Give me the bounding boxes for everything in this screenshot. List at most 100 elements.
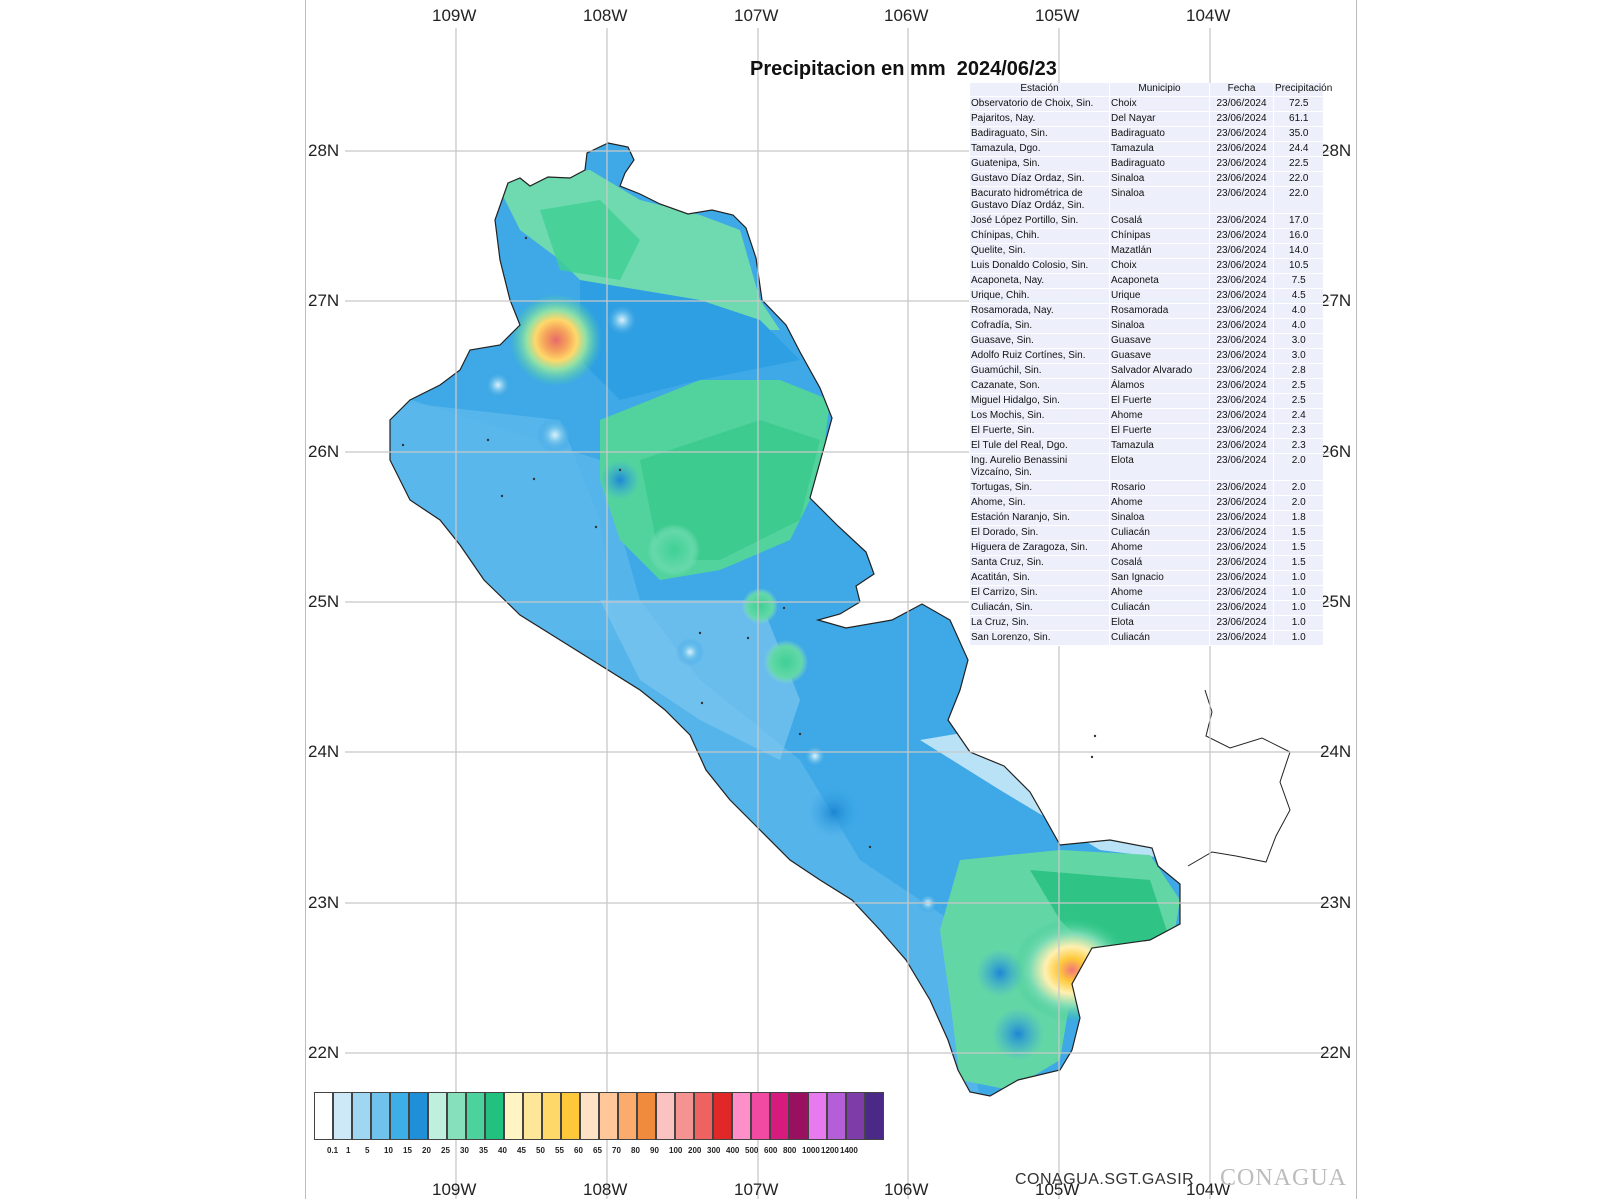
precipitation-value-cell: 2.5 (1273, 378, 1324, 394)
lon-label-bottom: 108W (583, 1180, 628, 1199)
municipio-cell: Culiacán (1109, 630, 1210, 646)
lat-label-right: 27N (1320, 291, 1352, 310)
fecha-cell: 23/06/2024 (1209, 111, 1274, 127)
fecha-cell: 23/06/2024 (1209, 288, 1274, 304)
lat-label-right: 26N (1320, 442, 1352, 461)
station-name-cell: El Carrizo, Sin. (969, 585, 1110, 601)
legend-swatch (333, 1092, 352, 1140)
neighbor-boundary (1187, 689, 1291, 867)
table-row: Pajaritos, Nay. Del Nayar 23/06/2024 61.1 (969, 111, 1324, 127)
municipio-cell: Tamazula (1109, 141, 1210, 157)
legend-tick-label: 600 (764, 1146, 778, 1155)
legend-swatch (675, 1092, 694, 1140)
legend-swatch (580, 1092, 599, 1140)
fecha-cell: 23/06/2024 (1209, 171, 1274, 187)
fecha-cell: 23/06/2024 (1209, 438, 1274, 454)
precipitation-value-cell: 1.0 (1273, 600, 1324, 616)
table-row: Gustavo Díaz Ordaz, Sin. Sinaloa 23/06/202… (969, 171, 1324, 187)
municipio-cell: Cosalá (1109, 213, 1210, 229)
precipitation-value-cell: 16.0 (1273, 228, 1324, 244)
precipitation-value-cell: 1.0 (1273, 570, 1324, 586)
municipio-cell: Sinaloa (1109, 186, 1210, 214)
lon-label-top: 108W (583, 6, 628, 25)
lon-label-top: 105W (1035, 6, 1080, 25)
precipitation-value-cell: 4.5 (1273, 288, 1324, 304)
precipitation-value-cell: 4.0 (1273, 318, 1324, 334)
legend-swatch (637, 1092, 656, 1140)
precipitation-value-cell: 1.8 (1273, 510, 1324, 526)
table-row: Cofradía, Sin. Sinaloa 23/06/2024 4.0 (969, 318, 1324, 334)
station-name-cell: Chínipas, Chih. (969, 228, 1110, 244)
lon-label-bottom: 105W (1035, 1180, 1080, 1199)
lat-label-left: 24N (308, 742, 340, 761)
municipio-cell: Badiraguato (1109, 156, 1210, 172)
fecha-cell: 23/06/2024 (1209, 186, 1274, 214)
fecha-cell: 23/06/2024 (1209, 318, 1274, 334)
precipitation-value-cell: 3.0 (1273, 348, 1324, 364)
legend-swatch (466, 1092, 485, 1140)
legend-tick-label: 25 (441, 1146, 450, 1155)
legend-swatch (732, 1092, 751, 1140)
lon-label-top: 109W (432, 6, 477, 25)
station-name-cell: Pajaritos, Nay. (969, 111, 1110, 127)
precipitation-value-cell: 2.4 (1273, 408, 1324, 424)
fecha-cell: 23/06/2024 (1209, 348, 1274, 364)
map-title: Precipitacion en mm 2024/06/23 (750, 58, 1057, 80)
municipio-cell: Ahome (1109, 540, 1210, 556)
table-row: Adolfo Ruiz Cortínes, Sin. Guasave 23/06/2… (969, 348, 1324, 364)
station-name-cell: Ing. Aurelio Benassini Vizcaíno, Sin. (969, 453, 1110, 481)
municipio-cell: Choix (1109, 96, 1210, 112)
lon-label-top: 107W (734, 6, 779, 25)
legend-swatch (352, 1092, 371, 1140)
legend-tick-label: 800 (783, 1146, 797, 1155)
legend-swatch (428, 1092, 447, 1140)
municipio-cell: Tamazula (1109, 438, 1210, 454)
legend-tick-label: 70 (612, 1146, 621, 1155)
precipitation-value-cell: 2.8 (1273, 363, 1324, 379)
legend-swatch (409, 1092, 428, 1140)
precipitation-value-cell: 2.0 (1273, 495, 1324, 511)
station-name-cell: Rosamorada, Nay. (969, 303, 1110, 319)
table-row: El Carrizo, Sin. Ahome 23/06/2024 1.0 (969, 585, 1324, 601)
table-row: Cazanate, Son. Álamos 23/06/2024 2.5 (969, 378, 1324, 394)
precipitation-value-cell: 35.0 (1273, 126, 1324, 142)
precipitation-value-cell: 61.1 (1273, 111, 1324, 127)
fecha-cell: 23/06/2024 (1209, 555, 1274, 571)
legend-swatch (561, 1092, 580, 1140)
table-row: Quelite, Sin. Mazatlán 23/06/2024 14.0 (969, 243, 1324, 259)
station-name-cell: El Fuerte, Sin. (969, 423, 1110, 439)
table-row: San Lorenzo, Sin. Culiacán 23/06/2024 1.0 (969, 630, 1324, 646)
table-row: Culiacán, Sin. Culiacán 23/06/2024 1.0 (969, 600, 1324, 616)
table-row: Observatorio de Choix, Sin. Choix 23/06/20… (969, 96, 1324, 112)
fecha-cell: 23/06/2024 (1209, 453, 1274, 481)
fecha-cell: 23/06/2024 (1209, 510, 1274, 526)
precipitation-value-cell: 14.0 (1273, 243, 1324, 259)
precipitation-value-cell: 10.5 (1273, 258, 1324, 274)
table-header-row: Estación Municipio Fecha Precipitación (969, 83, 1332, 97)
table-row: Acaponeta, Nay. Acaponeta 23/06/2024 7.5 (969, 273, 1324, 289)
table-row: Miguel Hidalgo, Sin. El Fuerte 23/06/2024 2… (969, 393, 1324, 409)
municipio-cell: Sinaloa (1109, 318, 1210, 334)
fecha-cell: 23/06/2024 (1209, 303, 1274, 319)
table-row: Chínipas, Chih. Chínipas 23/06/2024 16.0 (969, 228, 1324, 244)
municipio-cell: Choix (1109, 258, 1210, 274)
legend-swatch (789, 1092, 808, 1140)
municipio-cell: Elota (1109, 453, 1210, 481)
station-name-cell: Santa Cruz, Sin. (969, 555, 1110, 571)
legend-tick-label: 100 (669, 1146, 683, 1155)
legend-tick-label: 400 (726, 1146, 740, 1155)
fecha-cell: 23/06/2024 (1209, 156, 1274, 172)
table-row: El Tule del Real, Dgo. Tamazula 23/06/2024… (969, 438, 1324, 454)
fecha-cell: 23/06/2024 (1209, 213, 1274, 229)
station-name-cell: José López Portillo, Sin. (969, 213, 1110, 229)
municipio-cell: Sinaloa (1109, 510, 1210, 526)
station-name-cell: Luis Donaldo Colosio, Sin. (969, 258, 1110, 274)
fecha-cell: 23/06/2024 (1209, 480, 1274, 496)
precipitation-value-cell: 1.5 (1273, 540, 1324, 556)
legend-tick-label: 20 (422, 1146, 431, 1155)
municipio-cell: Salvador Alvarado (1109, 363, 1210, 379)
municipio-cell: San Ignacio (1109, 570, 1210, 586)
fecha-cell: 23/06/2024 (1209, 540, 1274, 556)
legend-swatch (865, 1092, 884, 1140)
precipitation-value-cell: 3.0 (1273, 333, 1324, 349)
